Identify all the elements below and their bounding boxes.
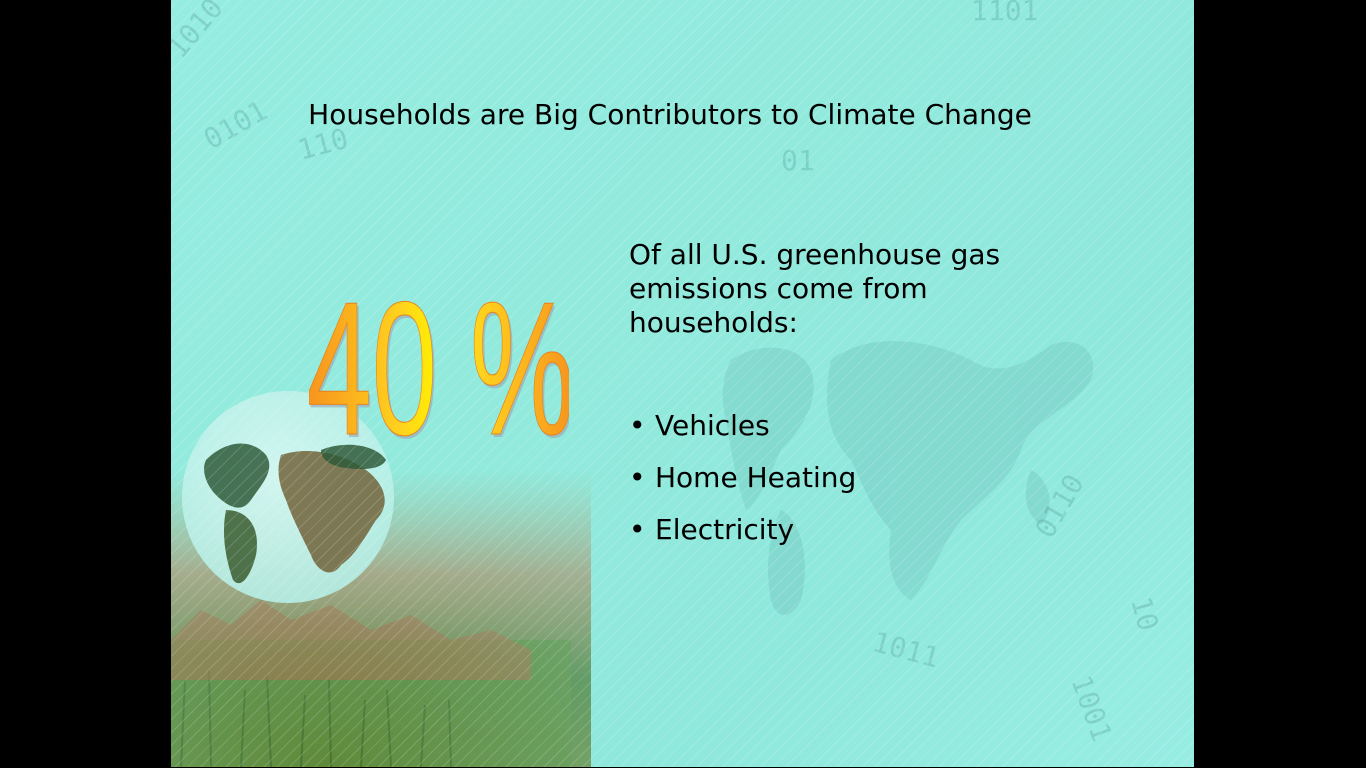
list-item: • Vehicles (629, 408, 1049, 460)
slide-title: Households are Big Contributors to Clima… (308, 98, 1032, 131)
bullet-marker: • (629, 461, 646, 494)
intro-text: Of all U.S. greenhouse gas emissions com… (629, 238, 1001, 339)
big-stat-number: 40 % 40 % (309, 282, 569, 452)
background-artwork: 1010 0101 110 0110 1001 10 1011 1101 01 (171, 0, 1165, 767)
world-map-watermark (722, 341, 1094, 615)
bullet-marker: • (629, 409, 646, 442)
bullet-list: • Vehicles • Home Heating • Electricity (629, 408, 1049, 564)
svg-text:01: 01 (781, 144, 815, 177)
bullet-label-electricity: Electricity (655, 513, 795, 546)
list-item: • Electricity (629, 512, 1049, 564)
bullet-label-home-heating: Home Heating (655, 461, 857, 494)
bullet-marker: • (629, 513, 646, 546)
globe-image (182, 391, 394, 603)
list-item: • Home Heating (629, 460, 1049, 512)
slide[interactable]: 1010 0101 110 0110 1001 10 1011 1101 01 (171, 0, 1194, 767)
big-stat-shadow: 40 % (309, 282, 569, 452)
bullet-label-vehicles: Vehicles (655, 409, 770, 442)
svg-text:1101: 1101 (971, 0, 1038, 27)
big-stat-text: 40 % (309, 282, 569, 452)
